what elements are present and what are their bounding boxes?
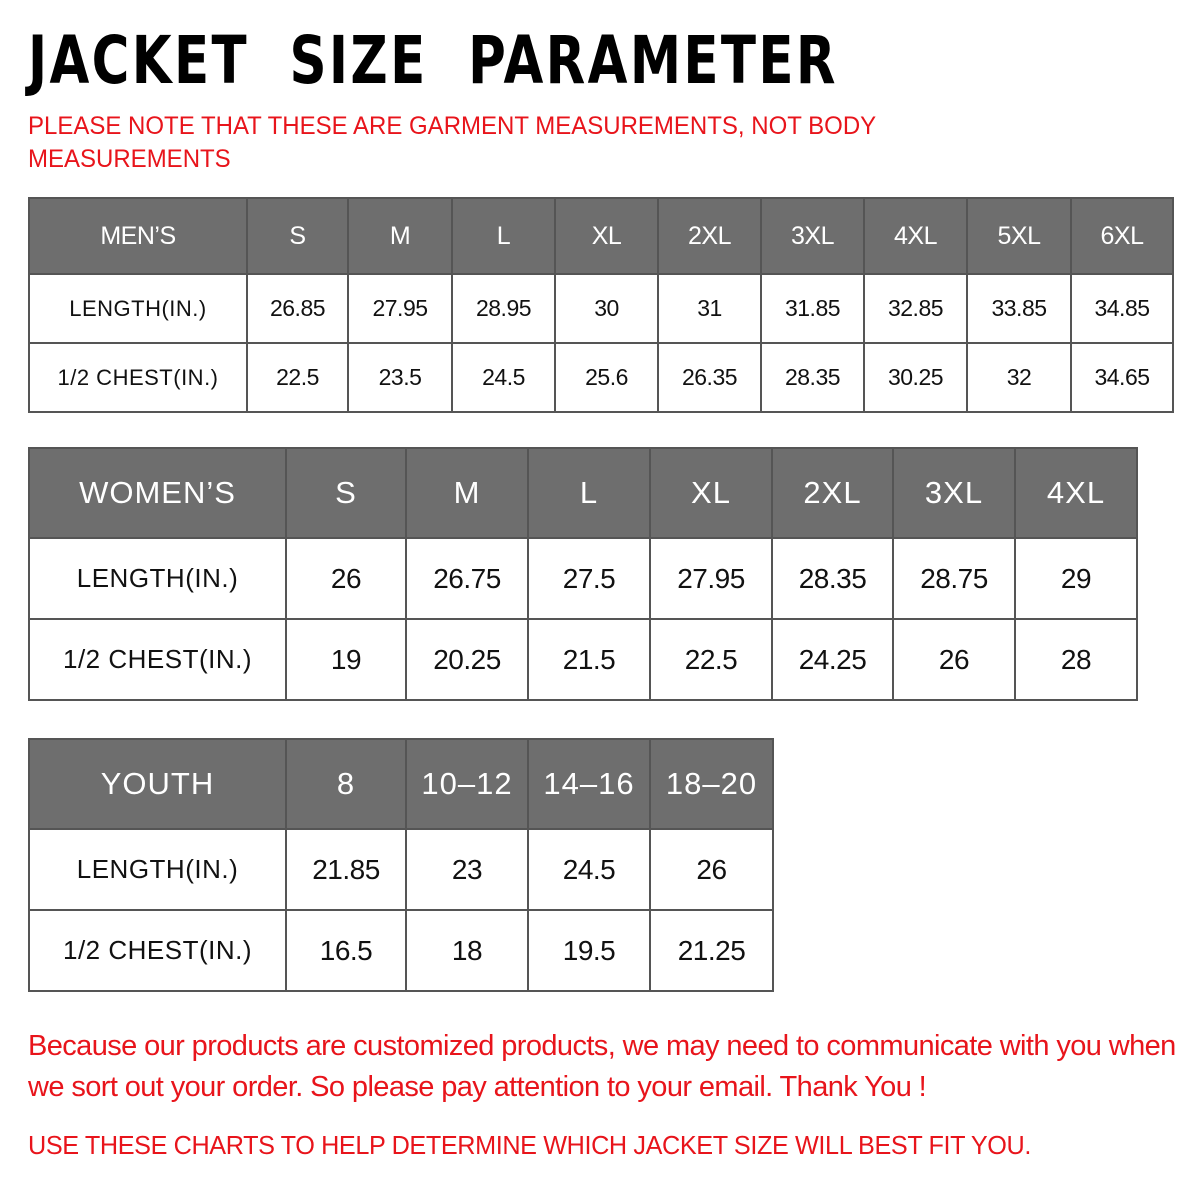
customization-message: Because our products are customized prod… [28, 1030, 1176, 1103]
size-header: 2XL [657, 197, 762, 275]
measurement-cell: 32 [966, 342, 1072, 413]
women-header-row: WOMEN’S S M L XL 2XL 3XL 4XL [28, 447, 1138, 539]
row-label: LENGTH(IN.) [28, 537, 287, 620]
size-header: M [347, 197, 453, 275]
measurement-cell: 24.5 [527, 828, 651, 911]
page-title: JACKET SIZE PARAMETER [28, 22, 838, 99]
women-size-table: WOMEN’S S M L XL 2XL 3XL 4XL LENGTH(IN.) 26 26.75 2… [28, 447, 1138, 701]
measurement-cell: 33.85 [966, 273, 1072, 344]
table-row: 1/2 CHEST(IN.) 19 20.25 21.5 22.5 24.25 26 28 [28, 618, 1138, 701]
measurement-cell: 30.25 [863, 342, 968, 413]
table-row: LENGTH(IN.) 21.85 23 24.5 26 [28, 828, 774, 911]
size-header: 4XL [863, 197, 968, 275]
size-header: L [527, 447, 651, 539]
measurement-cell: 21.85 [285, 828, 407, 911]
measurement-cell: 19 [285, 618, 407, 701]
size-header: 4XL [1014, 447, 1138, 539]
measurement-cell: 31 [657, 273, 762, 344]
size-header: 10–12 [405, 738, 529, 830]
row-label: 1/2 CHEST(IN.) [28, 909, 287, 992]
measurement-cell: 34.85 [1070, 273, 1174, 344]
measurement-cell: 26.35 [657, 342, 762, 413]
women-category-header: WOMEN’S [28, 447, 287, 539]
measurement-cell: 27.5 [527, 537, 651, 620]
measurement-cell: 28.35 [771, 537, 894, 620]
size-header: 5XL [966, 197, 1072, 275]
size-header: 18–20 [649, 738, 774, 830]
measurement-cell: 25.6 [554, 342, 659, 413]
table-row: LENGTH(IN.) 26 26.75 27.5 27.95 28.35 28.75 29 [28, 537, 1138, 620]
measurement-cell: 32.85 [863, 273, 968, 344]
table-row: 1/2 CHEST(IN.) 22.5 23.5 24.5 25.6 26.35 28.35… [28, 342, 1174, 413]
row-label: LENGTH(IN.) [28, 828, 287, 911]
row-label: 1/2 CHEST(IN.) [28, 618, 287, 701]
measurement-cell: 20.25 [405, 618, 529, 701]
table-row: LENGTH(IN.) 26.85 27.95 28.95 30 31 31.85 32.85… [28, 273, 1174, 344]
measurement-cell: 19.5 [527, 909, 651, 992]
size-header: 14–16 [527, 738, 651, 830]
size-header: M [405, 447, 529, 539]
measurement-cell: 18 [405, 909, 529, 992]
measurement-cell: 21.25 [649, 909, 774, 992]
measurement-cell: 24.5 [451, 342, 556, 413]
measurement-cell: 26 [285, 537, 407, 620]
measurement-cell: 23 [405, 828, 529, 911]
size-header: 6XL [1070, 197, 1174, 275]
size-header: 8 [285, 738, 407, 830]
measurement-cell: 26 [649, 828, 774, 911]
measurement-cell: 34.65 [1070, 342, 1174, 413]
size-header: S [246, 197, 349, 275]
size-header: 3XL [892, 447, 1016, 539]
row-label: LENGTH(IN.) [28, 273, 248, 344]
measurement-cell: 22.5 [246, 342, 349, 413]
youth-category-header: YOUTH [28, 738, 287, 830]
measurement-cell: 26.75 [405, 537, 529, 620]
measurement-cell: 28 [1014, 618, 1138, 701]
size-header: XL [554, 197, 659, 275]
measurement-cell: 23.5 [347, 342, 453, 413]
size-header: L [451, 197, 556, 275]
measurement-cell: 31.85 [760, 273, 865, 344]
row-label: 1/2 CHEST(IN.) [28, 342, 248, 413]
measurement-cell: 27.95 [347, 273, 453, 344]
measurement-cell: 16.5 [285, 909, 407, 992]
measurement-cell: 29 [1014, 537, 1138, 620]
measurement-cell: 24.25 [771, 618, 894, 701]
measurement-note: PLEASE NOTE THAT THESE ARE GARMENT MEASU… [28, 112, 876, 173]
measurement-cell: 27.95 [649, 537, 773, 620]
youth-size-table: YOUTH 8 10–12 14–16 18–20 LENGTH(IN.) 21.85 23 2… [28, 738, 774, 992]
measurement-cell: 30 [554, 273, 659, 344]
measurement-cell: 21.5 [527, 618, 651, 701]
measurement-cell: 28.95 [451, 273, 556, 344]
measurement-cell: 22.5 [649, 618, 773, 701]
size-header: XL [649, 447, 773, 539]
table-row: 1/2 CHEST(IN.) 16.5 18 19.5 21.25 [28, 909, 774, 992]
measurement-cell: 28.75 [892, 537, 1016, 620]
men-category-header: MEN’S [28, 197, 248, 275]
measurement-cell: 26.85 [246, 273, 349, 344]
size-header: 2XL [771, 447, 894, 539]
measurement-cell: 28.35 [760, 342, 865, 413]
size-header: S [285, 447, 407, 539]
youth-header-row: YOUTH 8 10–12 14–16 18–20 [28, 738, 774, 830]
measurement-cell: 26 [892, 618, 1016, 701]
men-size-table: MEN’S S M L XL 2XL 3XL 4XL 5XL 6XL LENGTH(IN.) 26.8… [28, 197, 1174, 413]
men-header-row: MEN’S S M L XL 2XL 3XL 4XL 5XL 6XL [28, 197, 1174, 275]
size-header: 3XL [760, 197, 865, 275]
size-advice: USE THESE CHARTS TO HELP DETERMINE WHICH… [28, 1130, 1031, 1160]
